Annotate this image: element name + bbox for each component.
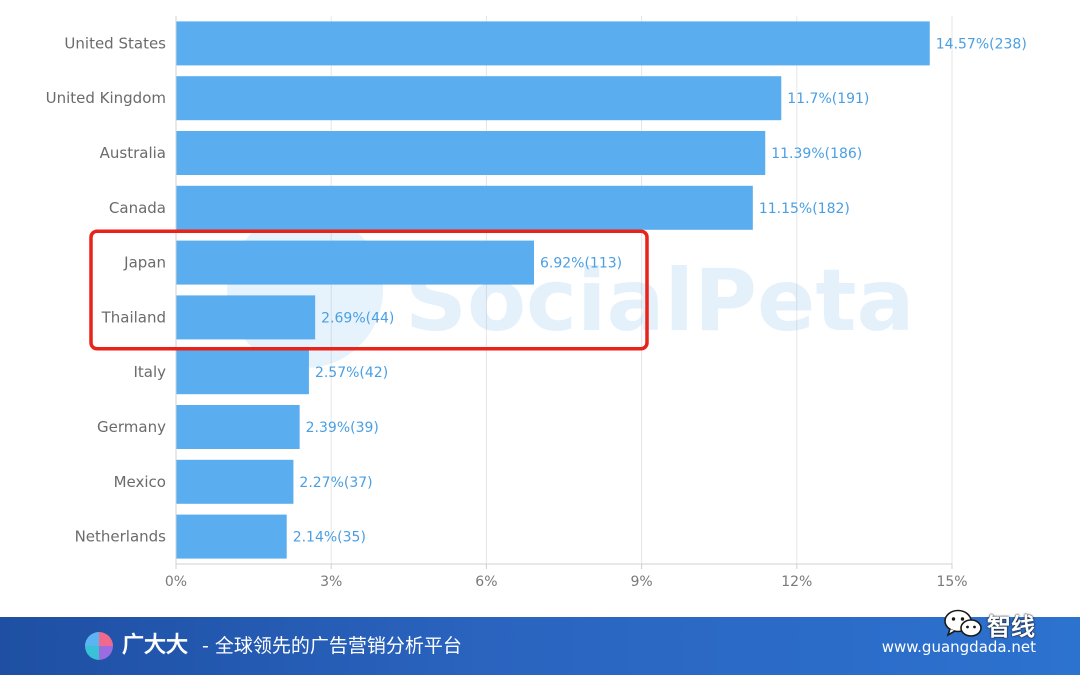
value-label: 2.14%(35) (293, 530, 366, 546)
bar-japan (176, 240, 534, 285)
value-label: 2.69%(44) (321, 310, 394, 326)
bar-united-kingdom (176, 76, 782, 121)
category-label: United Kingdom (46, 89, 166, 107)
category-labels: United States United Kingdom Australia Cana… (46, 34, 167, 545)
value-label: 6.92%(113) (540, 256, 622, 272)
category-label: United States (64, 34, 166, 52)
x-tick-label: 0% (165, 574, 187, 590)
highlight-box (89, 229, 649, 351)
bar-germany (176, 405, 300, 449)
guangdada-logo-icon (85, 632, 113, 660)
category-label: Mexico (114, 473, 166, 491)
bar-canada (176, 185, 753, 230)
bar-thailand (176, 295, 316, 340)
value-label: 2.39%(39) (306, 420, 379, 436)
category-label: Italy (133, 363, 166, 381)
chart: SocialPeta United States United Kingdom Au… (46, 16, 1027, 590)
x-tick-label: 6% (475, 574, 497, 590)
x-tick-label: 3% (320, 574, 342, 590)
wechat-account-name: 智线 (987, 612, 1035, 641)
value-label: 14.57%(238) (936, 36, 1027, 52)
bar-australia (176, 131, 766, 175)
x-axis-ticks: 0% 3% 6% 9% 12% 15% (165, 564, 968, 590)
watermark: SocialPeta (227, 212, 915, 368)
category-label: Thailand (101, 308, 166, 326)
footer-url[interactable]: www.guangdada.net (881, 638, 1036, 656)
value-label: 11.15%(182) (759, 201, 850, 217)
x-tick-label: 15% (936, 574, 967, 590)
footer-brand: 广大大 (122, 633, 189, 658)
wechat-icon (944, 609, 982, 637)
bar-mexico (176, 459, 294, 504)
category-label: Canada (109, 199, 166, 217)
value-label: 2.57%(42) (315, 365, 388, 381)
bar-italy (176, 350, 309, 395)
footer-tagline: - 全球领先的广告营销分析平台 (202, 635, 462, 657)
watermark-logo-icon (227, 212, 383, 368)
bar-netherlands (176, 514, 287, 559)
category-label: Germany (97, 418, 166, 436)
bar-united-states (176, 21, 930, 66)
value-label: 11.39%(186) (771, 146, 862, 162)
wechat-badge: 智线 (943, 604, 1035, 644)
x-tick-label: 9% (630, 574, 652, 590)
value-label: 11.7%(191) (787, 91, 869, 107)
category-label: Netherlands (75, 528, 167, 546)
category-label: Japan (123, 254, 166, 272)
value-label: 2.27%(37) (299, 475, 372, 491)
bars (176, 21, 930, 559)
x-tick-label: 12% (781, 574, 812, 590)
footer-banner: 广大大 - 全球领先的广告营销分析平台 www.guangdada.net (0, 617, 1080, 675)
value-labels: 14.57%(238) 11.7%(191) 11.39%(186) 11.15%(1… (293, 36, 1027, 545)
category-label: Australia (100, 144, 166, 162)
